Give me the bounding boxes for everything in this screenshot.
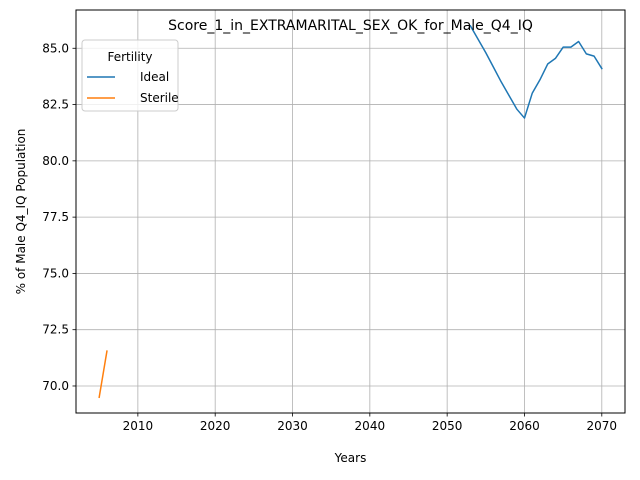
x-tick-label: 2050: [432, 419, 463, 433]
y-axis-label: % of Male Q4_IQ Population: [14, 129, 28, 295]
legend: Fertility Ideal Sterile: [82, 40, 179, 111]
y-tick-label: 77.5: [42, 210, 69, 224]
y-tick-label: 70.0: [42, 379, 69, 393]
x-tick-label: 2070: [587, 419, 618, 433]
x-tick-label: 2020: [200, 419, 231, 433]
legend-title: Fertility: [107, 50, 152, 64]
chart-title: Score_1_in_EXTRAMARITAL_SEX_OK_for_Male_…: [168, 18, 533, 34]
x-tick-label: 2030: [277, 419, 308, 433]
legend-label-ideal: Ideal: [140, 70, 169, 84]
y-tick-label: 82.5: [42, 98, 69, 112]
x-tick-label: 2060: [509, 419, 540, 433]
legend-label-sterile: Sterile: [140, 91, 179, 105]
x-axis-label: Years: [334, 451, 367, 465]
x-tick-label: 2010: [123, 419, 154, 433]
y-tick-label: 80.0: [42, 154, 69, 168]
x-tick-label: 2040: [355, 419, 386, 433]
y-tick-label: 75.0: [42, 266, 69, 280]
y-tick-label: 85.0: [42, 41, 69, 55]
y-tick-label: 72.5: [42, 323, 69, 337]
